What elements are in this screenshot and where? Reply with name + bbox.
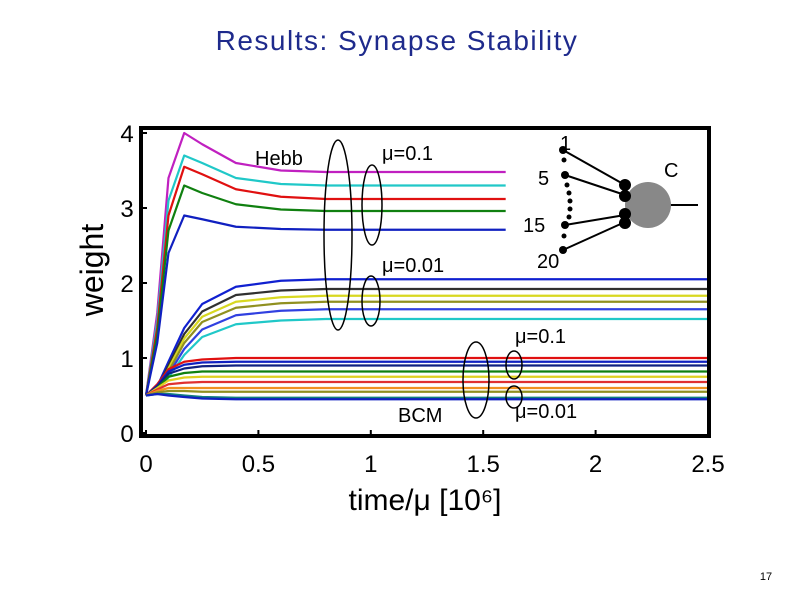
y-tick-label: 2: [120, 271, 133, 298]
series-line: [144, 214, 506, 396]
series-line: [145, 386, 708, 397]
ellipse: [505, 385, 523, 409]
series-line: [145, 278, 708, 397]
y-tick-label: 0: [120, 421, 133, 448]
annotation: Hebb: [255, 148, 303, 170]
series-line: [144, 184, 506, 396]
x-tick-label: 1: [364, 451, 377, 478]
y-tick-label: 1: [120, 346, 133, 373]
annotation: 15: [523, 215, 545, 237]
x-tick-label: 0: [139, 451, 152, 478]
x-tick-label: 2: [589, 451, 602, 478]
x-tick-label: 0.5: [242, 451, 275, 478]
series-line: [145, 380, 708, 397]
neuron-diagram: [520, 132, 706, 272]
series-line: [145, 389, 708, 397]
ellipse: [361, 275, 381, 327]
ellipse: [462, 341, 490, 419]
series-line: [145, 392, 708, 401]
y-tick-label: 3: [120, 196, 133, 223]
y-axis-label: weight: [74, 224, 110, 318]
series-line: [145, 364, 708, 397]
annotation: 5: [538, 168, 549, 190]
y-tick-label: 4: [120, 121, 133, 148]
x-tick-label: 2.5: [691, 451, 724, 478]
labels: 0 0.5 1 1.5 2 2.5 0 1 2 3 4 time/μ [10⁶] weight Hebb μ…: [74, 121, 725, 517]
page-number: 17: [760, 571, 772, 583]
annotation: μ=0.01: [382, 255, 444, 277]
slide-title: Results: Synapse Stability: [216, 25, 579, 56]
series-line: [145, 360, 708, 397]
annotation: 1: [560, 133, 571, 155]
annotation: BCM: [398, 405, 442, 427]
annotation: μ=0.1: [382, 143, 433, 165]
series-line: [145, 375, 708, 397]
x-axis-label: time/μ [10⁶]: [348, 484, 501, 517]
series-line: [145, 356, 708, 397]
ellipse: [505, 350, 523, 380]
series-line: [145, 370, 708, 397]
x-tick-label: 1.5: [467, 451, 500, 478]
annotation: C: [664, 160, 678, 182]
series-line: [144, 131, 506, 396]
ellipses: [323, 139, 523, 419]
annotation: μ=0.1: [515, 326, 566, 348]
annotation: μ=0.01: [515, 401, 577, 423]
ellipse: [323, 139, 353, 331]
ellipse: [361, 164, 383, 246]
annotation: 20: [537, 251, 559, 273]
series-line: [145, 392, 708, 399]
diagram-bg: [520, 132, 706, 272]
plot-area: [144, 131, 708, 401]
